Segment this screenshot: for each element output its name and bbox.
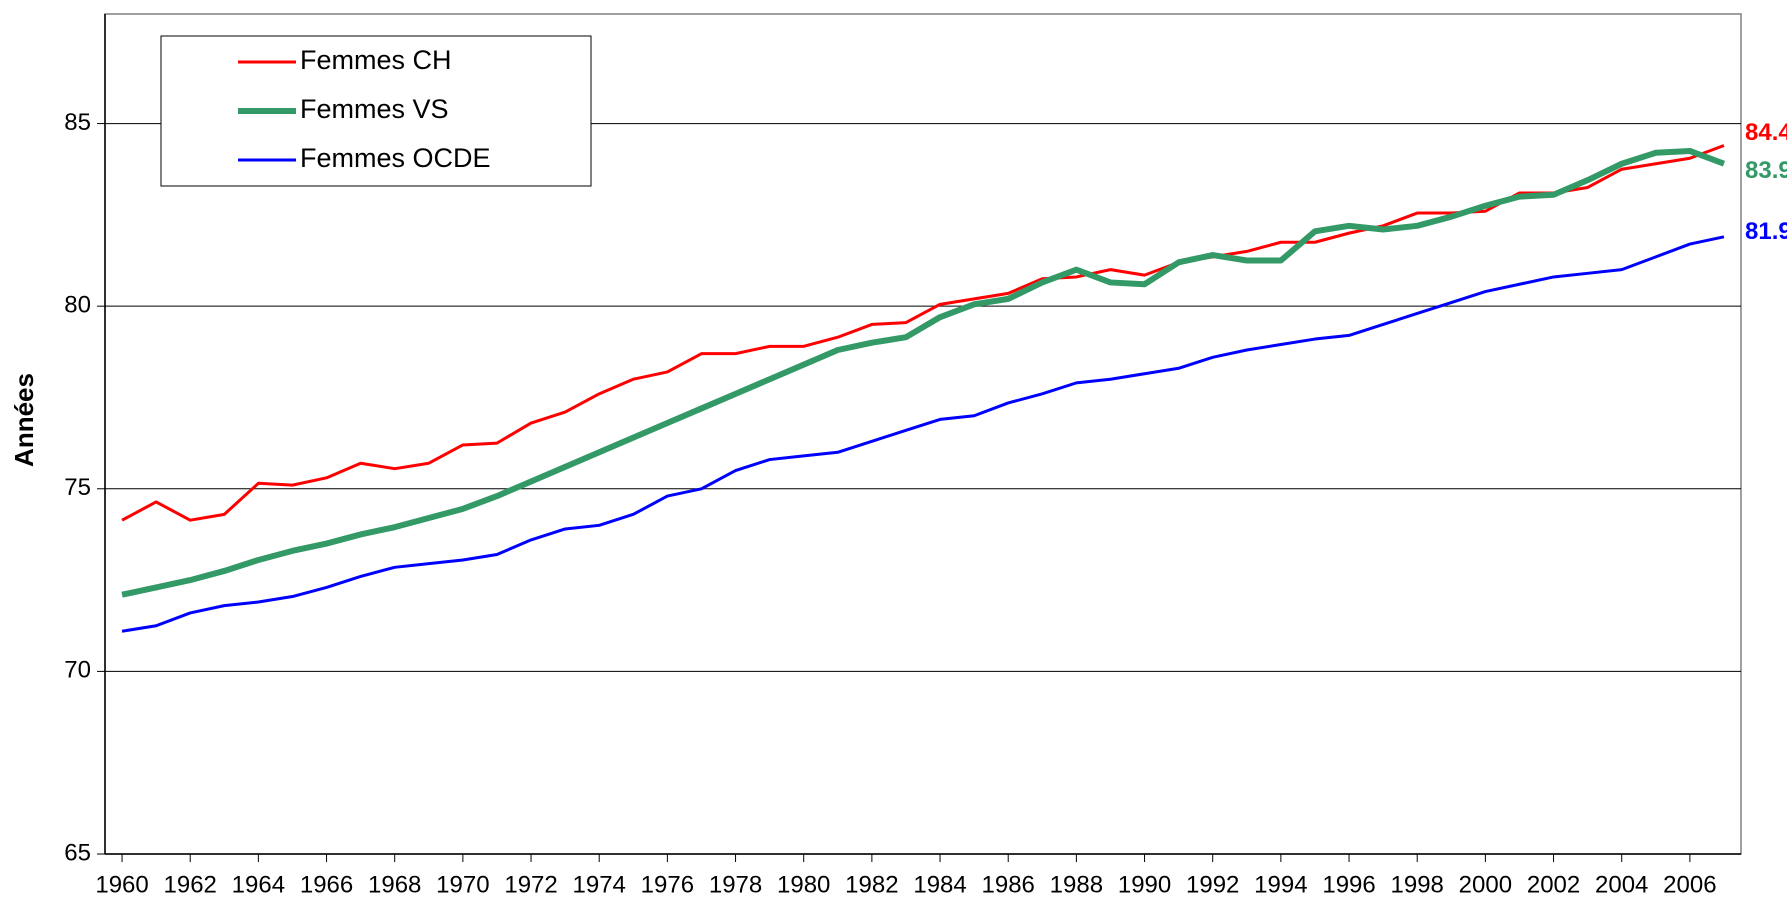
- x-tick-label: 2002: [1527, 871, 1580, 898]
- x-tick-label: 1962: [164, 871, 217, 898]
- series-line: [121, 235, 1725, 633]
- legend-label: Femmes CH: [300, 45, 452, 75]
- x-tick-label: 1980: [777, 871, 830, 898]
- x-tick-label: 1968: [368, 871, 421, 898]
- x-tick-label: 2000: [1459, 871, 1512, 898]
- x-tick-label: 1984: [913, 871, 966, 898]
- x-tick-label: 1992: [1186, 871, 1239, 898]
- x-tick-label: 1972: [504, 871, 557, 898]
- x-tick-label: 1960: [95, 871, 148, 898]
- x-tick-label: 1994: [1254, 871, 1307, 898]
- end-label: 81.9: [1745, 218, 1787, 245]
- legend-label: Femmes VS: [300, 94, 449, 124]
- legend-box: [160, 35, 592, 187]
- x-tick-label: 1966: [300, 871, 353, 898]
- end-label: 83.9: [1745, 157, 1787, 184]
- x-tick-label: 2004: [1595, 871, 1648, 898]
- y-tick-label: 65: [64, 839, 91, 866]
- series-line: [121, 147, 1726, 598]
- x-tick-label: 2006: [1663, 871, 1716, 898]
- y-tick-label: 75: [64, 474, 91, 501]
- x-tick-label: 1982: [845, 871, 898, 898]
- legend-label: Femmes OCDE: [300, 143, 491, 173]
- x-tick-label: 1970: [436, 871, 489, 898]
- x-tick-label: 1964: [232, 871, 285, 898]
- y-tick-label: 80: [64, 292, 91, 319]
- x-tick-label: 1998: [1391, 871, 1444, 898]
- x-tick-label: 1988: [1050, 871, 1103, 898]
- x-tick-label: 1976: [641, 871, 694, 898]
- x-tick-label: 1990: [1118, 871, 1171, 898]
- x-tick-label: 1996: [1322, 871, 1375, 898]
- y-axis-label: Années: [9, 373, 39, 467]
- y-tick-label: 70: [64, 657, 91, 684]
- x-tick-label: 1978: [709, 871, 762, 898]
- y-tick-label: 85: [64, 109, 91, 136]
- x-tick-label: 1974: [573, 871, 626, 898]
- end-label: 84.4: [1745, 119, 1787, 146]
- x-tick-label: 1986: [982, 871, 1035, 898]
